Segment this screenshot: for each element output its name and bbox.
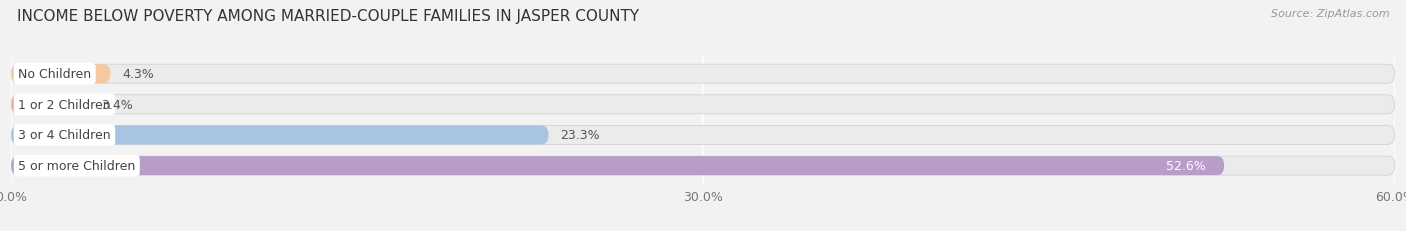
Text: No Children: No Children [18,68,91,81]
FancyBboxPatch shape [11,126,1395,145]
Text: Source: ZipAtlas.com: Source: ZipAtlas.com [1271,9,1389,19]
Text: 52.6%: 52.6% [1166,159,1206,172]
FancyBboxPatch shape [11,95,90,114]
Text: 1 or 2 Children: 1 or 2 Children [18,98,111,111]
Text: 5 or more Children: 5 or more Children [18,159,135,172]
FancyBboxPatch shape [11,95,1395,114]
Text: 3 or 4 Children: 3 or 4 Children [18,129,111,142]
Text: INCOME BELOW POVERTY AMONG MARRIED-COUPLE FAMILIES IN JASPER COUNTY: INCOME BELOW POVERTY AMONG MARRIED-COUPL… [17,9,638,24]
FancyBboxPatch shape [11,156,1225,175]
FancyBboxPatch shape [11,156,1395,175]
FancyBboxPatch shape [11,65,1395,84]
Text: 3.4%: 3.4% [101,98,134,111]
FancyBboxPatch shape [11,65,111,84]
Text: 4.3%: 4.3% [122,68,153,81]
Text: 23.3%: 23.3% [560,129,600,142]
FancyBboxPatch shape [11,126,548,145]
